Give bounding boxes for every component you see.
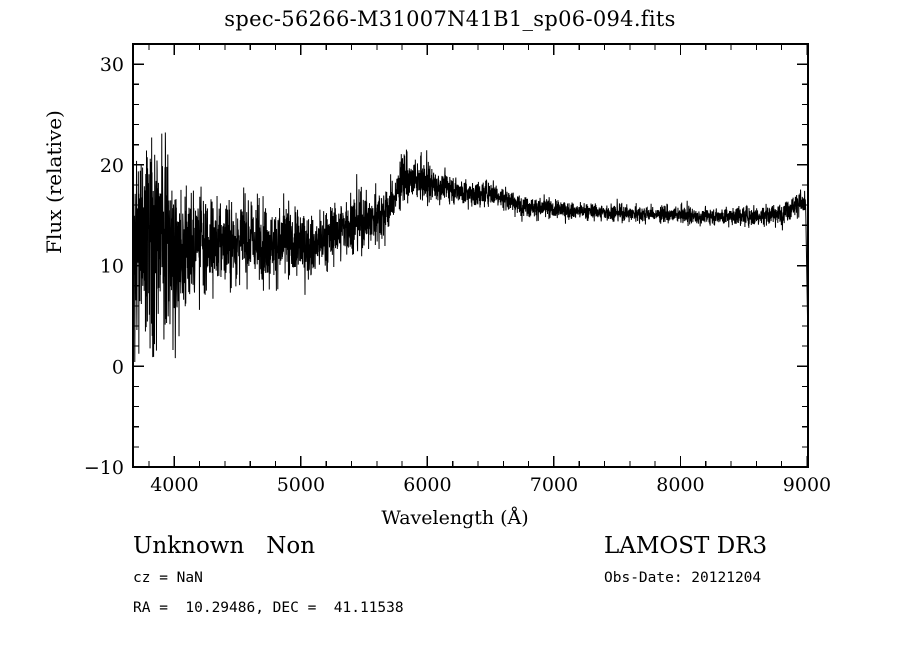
axis-tick-labels: 4000 5000 6000 7000 8000 9000 −10 0 10 20 30	[84, 54, 831, 496]
y-tick-label: 20	[100, 155, 124, 177]
obs-date: Obs-Date: 20121204	[604, 570, 762, 586]
object-name: Unknown Non	[133, 533, 316, 559]
ra-dec-value: RA = 10.29486, DEC = 41.11538	[133, 600, 404, 616]
x-tick-label: 9000	[783, 474, 831, 496]
x-tick-label: 5000	[277, 474, 325, 496]
x-tick-label: 6000	[403, 474, 451, 496]
x-tick-label: 7000	[530, 474, 578, 496]
y-axis-label: Flux (relative)	[42, 110, 66, 254]
cz-value: cz = NaN	[133, 570, 203, 586]
y-tick-label: 10	[100, 256, 124, 278]
page-title: spec-56266-M31007N41B1_sp06-094.fits	[224, 7, 676, 31]
x-tick-label: 8000	[656, 474, 704, 496]
axis-ticks	[133, 43, 808, 468]
x-tick-label: 4000	[150, 474, 198, 496]
y-tick-label: 30	[100, 54, 124, 76]
spectrum-data-line	[132, 132, 809, 362]
x-axis-label: Wavelength (Å)	[381, 507, 529, 529]
y-tick-label: 0	[112, 356, 124, 378]
survey-name: LAMOST DR3	[604, 533, 768, 559]
footer-block: Unknown Non cz = NaN RA = 10.29486, DEC …	[0, 530, 900, 649]
y-tick-label: −10	[84, 457, 124, 479]
